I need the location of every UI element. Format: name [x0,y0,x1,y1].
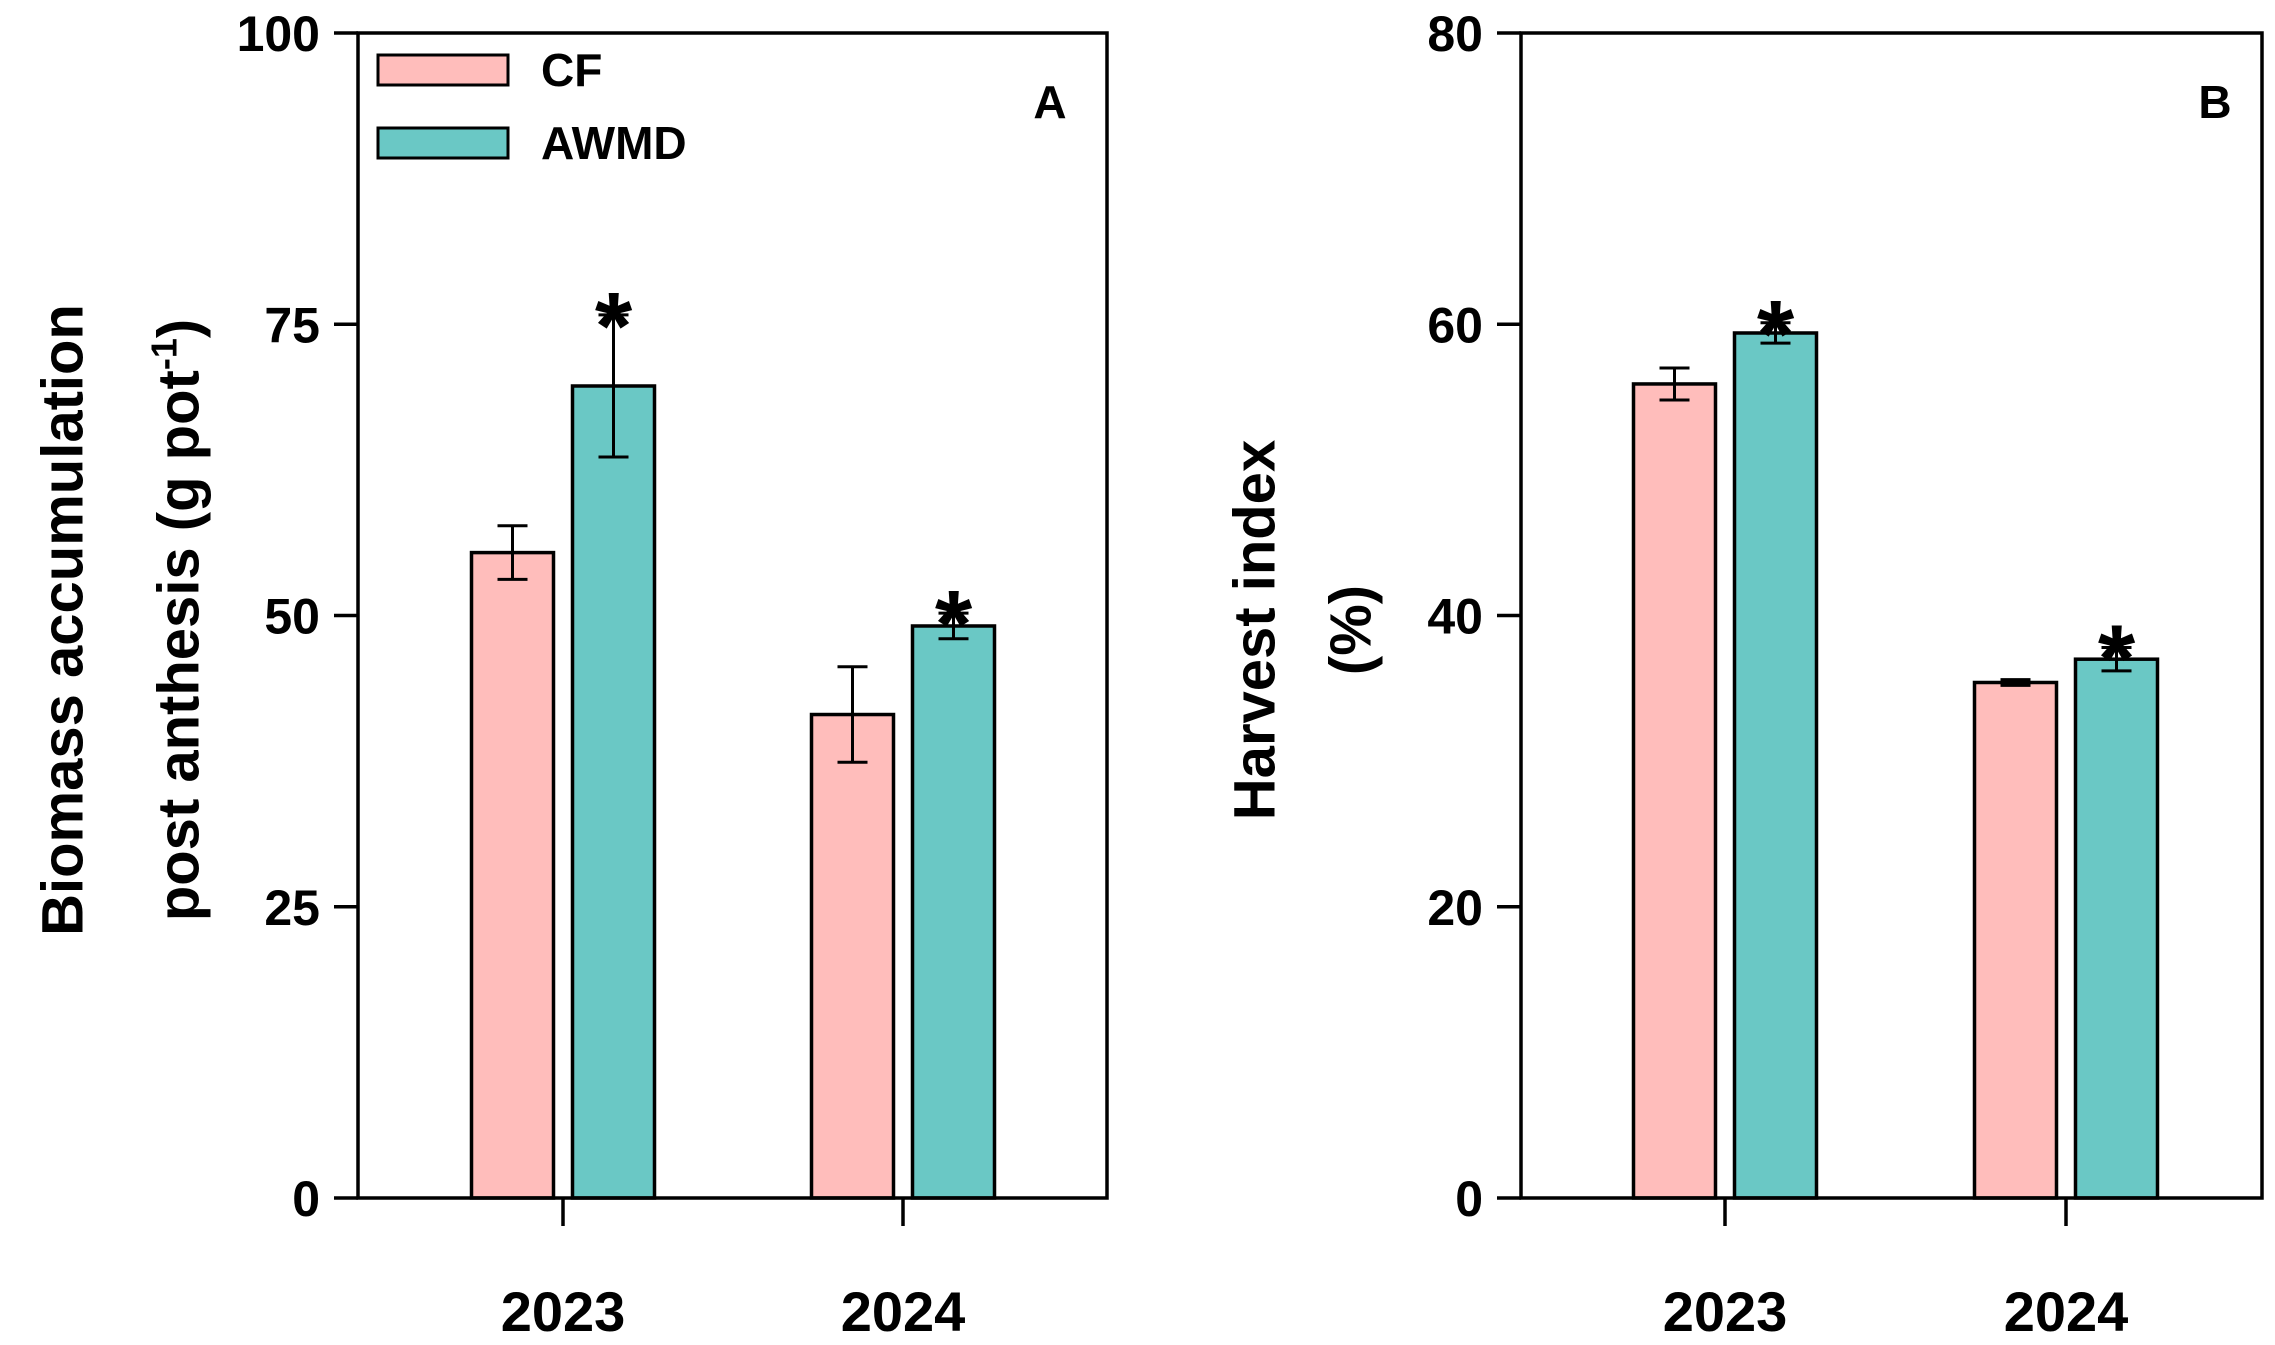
panel-b-bar-cf-2023 [1631,382,1718,1200]
panel-a-panel-letter: A [1033,76,1066,128]
panel-b-bar-cf-2024 [1972,680,2059,1200]
panel-a-y-tick-label-25: 25 [264,880,320,936]
panel-b-x-tick-label-2024: 2024 [2004,1280,2129,1343]
panel-a-y-tick-label-75: 75 [264,297,320,353]
panel-a-bar-cf-2023 [469,550,556,1200]
panel-b-bar-awmd-2024 [2073,657,2160,1200]
panel-b-y-tick-label-60: 60 [1427,297,1483,353]
panel-b-chart: * 2023 * 2024 0 20 40 60 80 B Harvest index (%) [1222,6,2264,1343]
panel-a-legend-swatch-awmd [376,126,510,160]
panel-a-chart: * 2023 * 2024 0 25 50 75 100 A Biomass accumulatio… [30,6,1109,1343]
panel-b-plot-frame [1519,31,2264,1200]
panel-b-y-axis-title-line1: Harvest index [1222,440,1287,820]
panel-a-x-tick-label-2024: 2024 [841,1280,966,1343]
panel-b-x-tick-label-2023: 2023 [1663,1280,1788,1343]
panel-a-significance-mark-awmd-2024: * [935,571,973,678]
panel-b-significance-mark-awmd-2024: * [2098,606,2136,713]
panel-a-bar-awmd-2024 [910,624,997,1200]
panel-a-y-axis-title-line2-text: post anthesis (g pot [146,370,211,921]
panel-a-plot-frame [356,31,1109,1200]
panel-a-legend-label-cf: CF [541,44,602,96]
panel-a-y-tick-label-0: 0 [292,1171,320,1227]
panel-a-y-axis-title-line1: Biomass accumulation [30,304,95,936]
panel-b-y-tick-label-0: 0 [1455,1171,1483,1227]
panel-a-legend-label-awmd: AWMD [541,117,687,169]
panel-b-y-tick-label-40: 40 [1427,589,1483,645]
panel-a-significance-mark-awmd-2023: * [595,273,633,380]
panel-b-y-tick-label-80: 80 [1427,6,1483,62]
panel-b-panel-letter: B [2198,76,2231,128]
panel-a-y-tick-label-50: 50 [264,589,320,645]
panel-a-y-axis-title-line2-close: ) [146,319,211,338]
panel-a-y-tick-label-100: 100 [237,6,320,62]
panel-b-bar-awmd-2023 [1732,331,1819,1200]
panel-a-bar-cf-2024 [809,712,896,1200]
panel-b-significance-mark-awmd-2023: * [1757,281,1795,388]
panel-a-legend-swatch-cf [376,53,510,87]
panel-a-y-axis-title-superscript: -1 [143,338,184,370]
panel-a-y-axis-title-line2: post anthesis (g pot-1) [143,319,211,921]
panel-a-x-tick-label-2023: 2023 [501,1280,626,1343]
panel-b-y-axis-title-line2: (%) [1318,585,1383,675]
panel-a-bar-awmd-2023 [570,384,657,1200]
panel-b-y-tick-label-20: 20 [1427,880,1483,936]
